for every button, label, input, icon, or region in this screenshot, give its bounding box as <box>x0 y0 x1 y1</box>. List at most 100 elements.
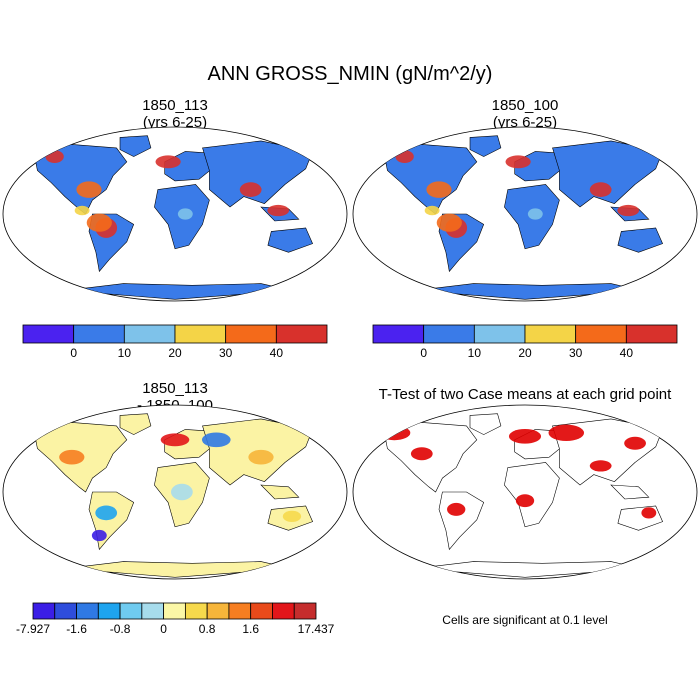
colorbar-tick-label: 30 <box>218 346 233 360</box>
value-patch <box>160 433 190 447</box>
colorbar-box <box>76 602 99 620</box>
colorbar-tick-label: 40 <box>619 346 633 360</box>
colorbar-diff <box>32 602 317 620</box>
panel-title-ttest-line1: T-Test of two Case means at each grid po… <box>378 386 672 403</box>
continent-africa <box>504 462 560 528</box>
value-patch <box>589 460 612 472</box>
map-panel-abs <box>352 126 698 302</box>
colorbar-box <box>423 324 475 344</box>
colorbar-tick-label: -1.6 <box>66 622 87 636</box>
colorbar-box <box>524 324 577 344</box>
map-land <box>378 413 664 578</box>
value-patch <box>508 428 542 444</box>
colorbar-box <box>184 602 208 620</box>
panel-title-case2-line1: 1850_100 <box>491 97 559 114</box>
value-patch <box>201 432 231 448</box>
panel-title-ttest: T-Test of two Case means at each grid po… <box>355 386 695 403</box>
continent-australia <box>267 227 314 253</box>
value-patch <box>548 424 585 442</box>
colorbar-box <box>163 602 186 620</box>
panel-title-case1: 1850_113 (yrs 6-25) <box>55 97 295 131</box>
value-patch <box>426 181 452 198</box>
significance-note: Cells are significant at 0.1 level <box>442 613 608 627</box>
colorbar-box <box>250 602 273 620</box>
continent-greenland <box>119 135 152 157</box>
value-patch <box>95 505 118 521</box>
value-patch <box>248 449 274 465</box>
colorbar-tick-label: 17.437 <box>297 622 335 636</box>
value-patch <box>155 155 181 169</box>
value-patch <box>91 529 107 542</box>
colorbar-tick-label: 40 <box>269 346 283 360</box>
colorbar-tick-label: 10 <box>467 346 481 360</box>
colorbar-tick-label: 10 <box>117 346 131 360</box>
colorbar-box <box>54 602 77 620</box>
value-patch <box>395 150 414 164</box>
figure-title: ANN GROSS_NMIN (gN/m^2/y) <box>207 63 493 85</box>
value-patch <box>45 150 64 164</box>
continent-greenland <box>469 413 502 435</box>
colorbar-box <box>97 602 121 620</box>
continent-antarctica <box>414 561 643 578</box>
value-patch <box>515 494 535 508</box>
colorbar-box <box>22 324 75 344</box>
map-land <box>33 413 314 578</box>
continent-greenland <box>469 135 502 157</box>
value-patch <box>617 204 640 217</box>
value-patch <box>282 510 302 522</box>
panel-title-case2: 1850_100 (yrs 6-25) <box>405 97 645 131</box>
colorbar-tick-label: 20 <box>518 346 532 360</box>
colorbar-box <box>225 324 277 344</box>
colorbar-box <box>206 602 230 620</box>
colorbar-box <box>228 602 252 620</box>
colorbar-tick-label: 30 <box>568 346 583 360</box>
continent-antarctica <box>414 283 643 300</box>
colorbar-box <box>372 324 425 344</box>
value-patch <box>177 208 193 220</box>
colorbar-box <box>473 324 526 344</box>
value-patch <box>76 181 102 198</box>
continent-antarctica <box>64 283 293 300</box>
value-patch <box>641 507 657 519</box>
value-patch <box>424 205 440 216</box>
value-patch <box>171 483 193 501</box>
continent-australia <box>617 227 664 253</box>
colorbar-box <box>275 324 328 344</box>
colorbar-tick-label: -7.927 <box>15 622 51 636</box>
colorbar-box <box>272 602 295 620</box>
value-patch <box>410 447 433 461</box>
colorbar-tick-label: -0.8 <box>109 622 131 636</box>
continent-greenland <box>119 413 152 435</box>
map-land <box>33 135 314 300</box>
colorbar-case2 <box>372 324 678 344</box>
continent-antarctica <box>64 561 293 578</box>
map-panel-diff <box>2 404 348 580</box>
colorbar-box <box>293 602 317 620</box>
value-patch <box>74 205 90 216</box>
colorbar-box <box>123 324 176 344</box>
value-patch <box>505 155 531 169</box>
colorbar-box <box>119 602 143 620</box>
panel-title-case1-line2: (yrs 6-25) <box>142 114 208 131</box>
map-panel-sig <box>352 404 698 580</box>
value-patch <box>589 182 612 197</box>
colorbar-tick-label: 0 <box>160 622 167 636</box>
colorbar-box <box>141 602 165 620</box>
value-patch <box>239 182 262 197</box>
value-patch <box>378 425 411 441</box>
colorbar-tick-label: 20 <box>168 346 182 360</box>
colorbar-box <box>73 324 125 344</box>
colorbar-tick-label: 1.6 <box>242 622 260 636</box>
colorbar-box <box>575 324 627 344</box>
value-patch <box>624 436 646 450</box>
value-patch <box>447 502 466 516</box>
panel-title-case2-line2: (yrs 6-25) <box>492 114 558 131</box>
value-patch <box>59 449 85 465</box>
value-patch <box>527 208 543 220</box>
colorbar-box <box>32 602 56 620</box>
map-land <box>383 135 664 300</box>
colorbar-tick-label: 0 <box>420 346 427 360</box>
colorbar-box <box>174 324 227 344</box>
map-panel-abs <box>2 126 348 302</box>
